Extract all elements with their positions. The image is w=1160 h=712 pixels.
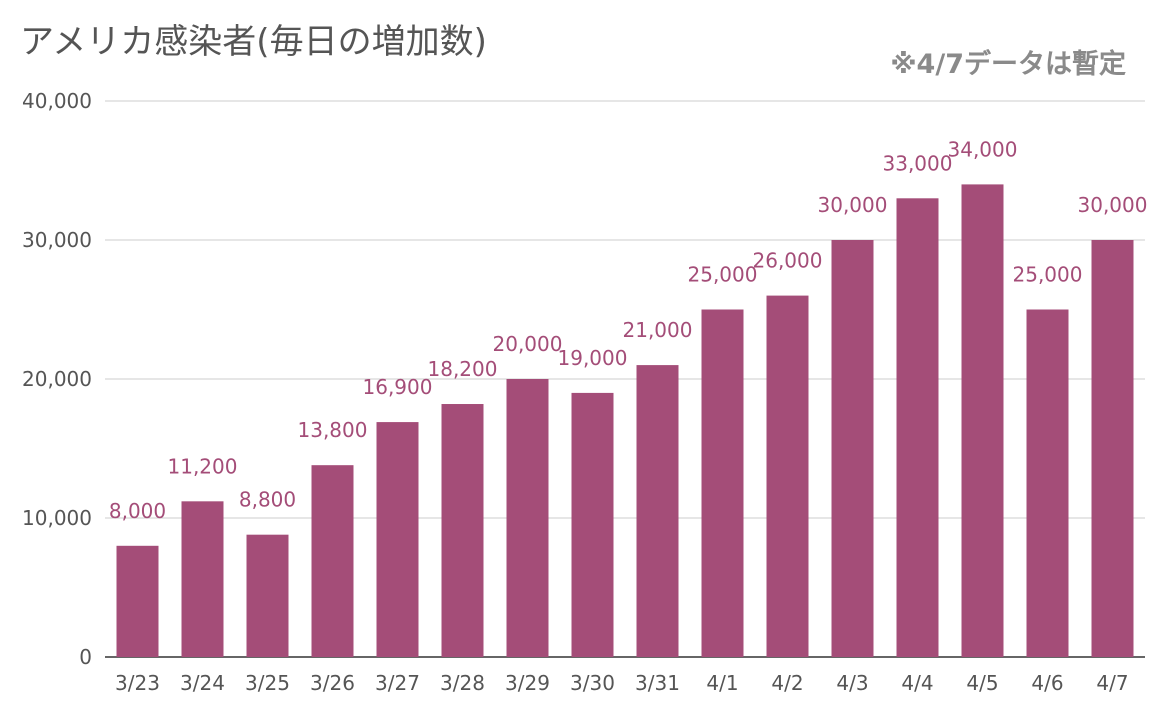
x-tick-label: 3/26 [310, 671, 355, 695]
x-tick-label: 3/27 [375, 671, 420, 695]
data-label: 30,000 [1078, 193, 1148, 217]
bar [1026, 309, 1069, 657]
bar [376, 422, 419, 657]
x-tick-label: 4/2 [771, 671, 803, 695]
x-tick-label: 4/1 [706, 671, 738, 695]
bar [1091, 240, 1134, 657]
x-tick-label: 3/28 [440, 671, 485, 695]
bar [766, 295, 809, 657]
x-tick-label: 4/3 [836, 671, 868, 695]
bar [246, 534, 289, 657]
y-tick-label: 0 [79, 645, 92, 669]
data-label: 25,000 [1013, 263, 1083, 287]
data-label: 18,200 [428, 357, 498, 381]
bar [636, 365, 679, 657]
x-tick-label: 3/25 [245, 671, 290, 695]
y-tick-label: 40,000 [22, 89, 92, 113]
bar [441, 404, 484, 657]
data-label: 8,000 [109, 499, 166, 523]
data-label: 11,200 [168, 454, 238, 478]
x-tick-label: 4/5 [966, 671, 998, 695]
data-label: 30,000 [818, 193, 888, 217]
bar [181, 501, 224, 657]
data-label: 13,800 [298, 418, 368, 442]
x-tick-label: 3/30 [570, 671, 615, 695]
bar [571, 392, 614, 657]
bar [896, 198, 939, 658]
chart-title: アメリカ感染者(毎日の増加数) [20, 22, 487, 62]
data-label: 19,000 [558, 346, 628, 370]
data-label: 26,000 [753, 249, 823, 273]
bar [701, 309, 744, 657]
x-tick-label: 4/6 [1031, 671, 1063, 695]
data-label: 33,000 [883, 151, 953, 175]
data-label: 21,000 [623, 318, 693, 342]
data-label: 20,000 [493, 332, 563, 356]
x-tick-label: 3/31 [635, 671, 680, 695]
bar [961, 184, 1004, 657]
x-tick-label: 3/23 [115, 671, 160, 695]
y-tick-label: 30,000 [22, 228, 92, 252]
x-tick-label: 3/24 [180, 671, 225, 695]
bar [116, 545, 159, 657]
bar [506, 379, 549, 657]
x-tick-label: 3/29 [505, 671, 550, 695]
y-tick-label: 10,000 [22, 506, 92, 530]
x-tick-label: 4/4 [901, 671, 933, 695]
chart-note: ※4/7データは暫定 [890, 49, 1126, 80]
data-label: 25,000 [688, 263, 758, 287]
x-tick-label: 4/7 [1096, 671, 1128, 695]
data-label: 8,800 [239, 488, 296, 512]
bar [831, 240, 874, 657]
y-tick-label: 20,000 [22, 367, 92, 391]
bar [311, 465, 354, 657]
data-label: 34,000 [948, 137, 1018, 161]
data-label: 16,900 [363, 375, 433, 399]
